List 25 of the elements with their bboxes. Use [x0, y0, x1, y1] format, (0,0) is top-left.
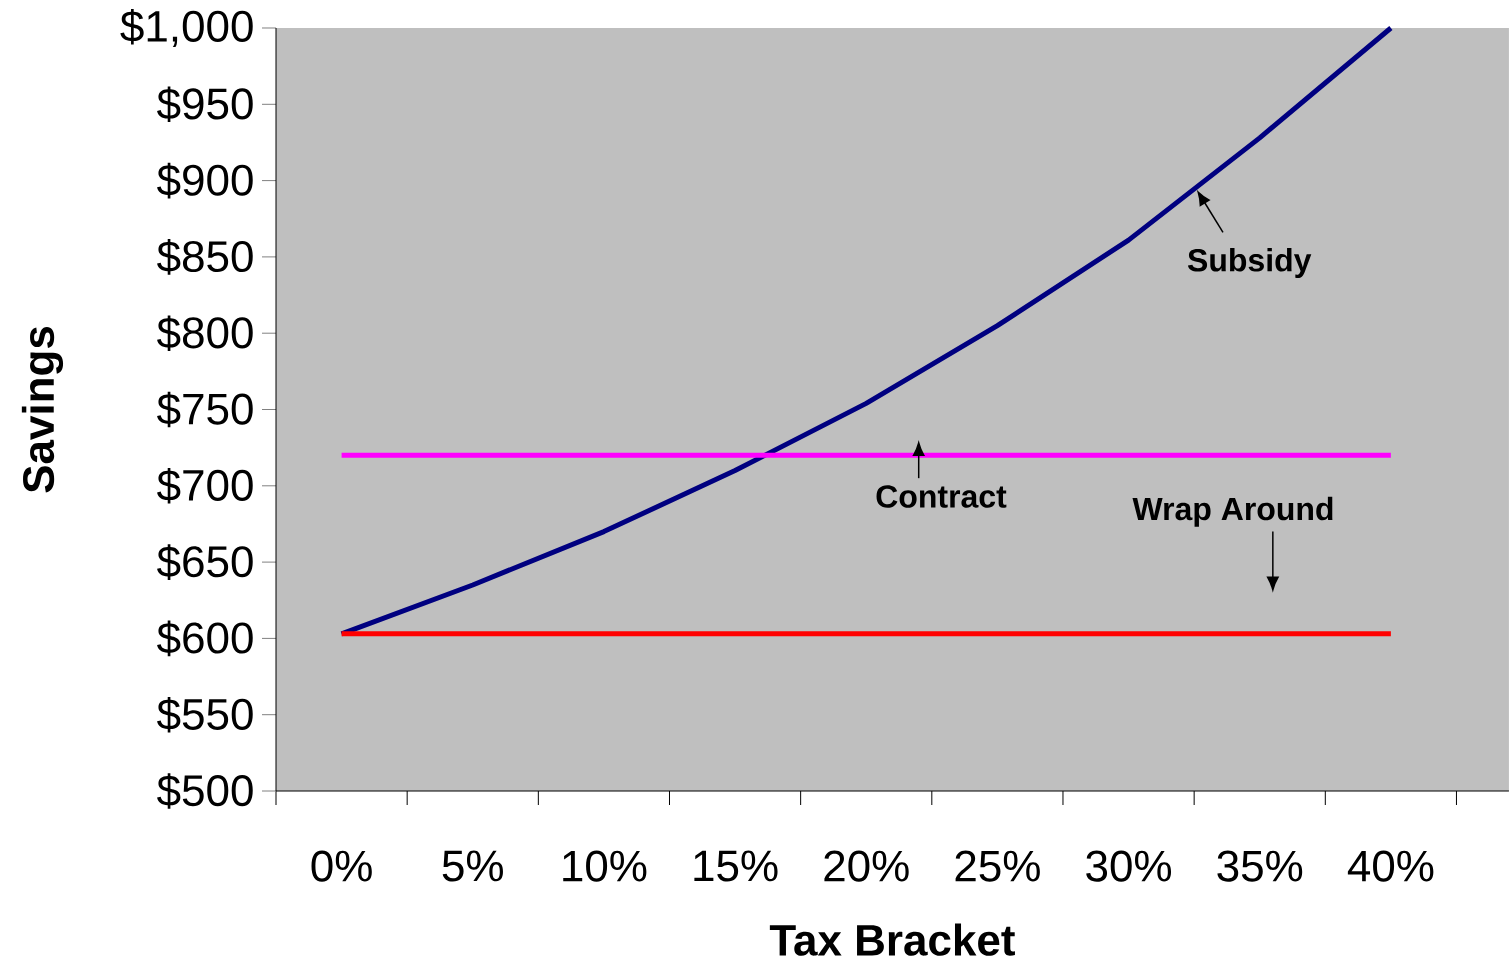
y-axis-title: Savings	[21, 326, 64, 493]
series-label: Contract	[876, 485, 1007, 508]
x-tick-label: 5%	[442, 850, 503, 882]
series-label: Subsidy	[1187, 248, 1312, 278]
y-tick-label: $800	[157, 315, 253, 351]
x-tick-label: 10%	[563, 850, 647, 882]
y-tick-label: $700	[157, 467, 253, 504]
y-tick-label: $650	[157, 544, 253, 580]
y-tick-label: $600	[157, 620, 253, 657]
y-tick-label: $1,000	[120, 8, 253, 48]
x-tick-label: 30%	[1086, 850, 1172, 882]
y-tick-label: $850	[157, 239, 253, 275]
annotation: Wrap Around	[1132, 496, 1333, 527]
x-axis-title: Tax Bracket	[769, 923, 1015, 956]
x-tick-label: 0%	[311, 850, 372, 882]
y-tick-label: $550	[157, 696, 253, 733]
x-tick-label: 20%	[824, 850, 909, 882]
x-tick-label: 15%	[694, 850, 778, 882]
y-tick-label: $950	[157, 86, 253, 123]
x-tick-label: 25%	[955, 850, 1040, 882]
y-tick-label: $750	[157, 391, 253, 428]
y-tick-label: $500	[157, 773, 253, 809]
x-tick-label: 35%	[1217, 850, 1303, 882]
x-tick-label: 40%	[1347, 850, 1434, 882]
y-tick-label: $900	[157, 162, 253, 199]
